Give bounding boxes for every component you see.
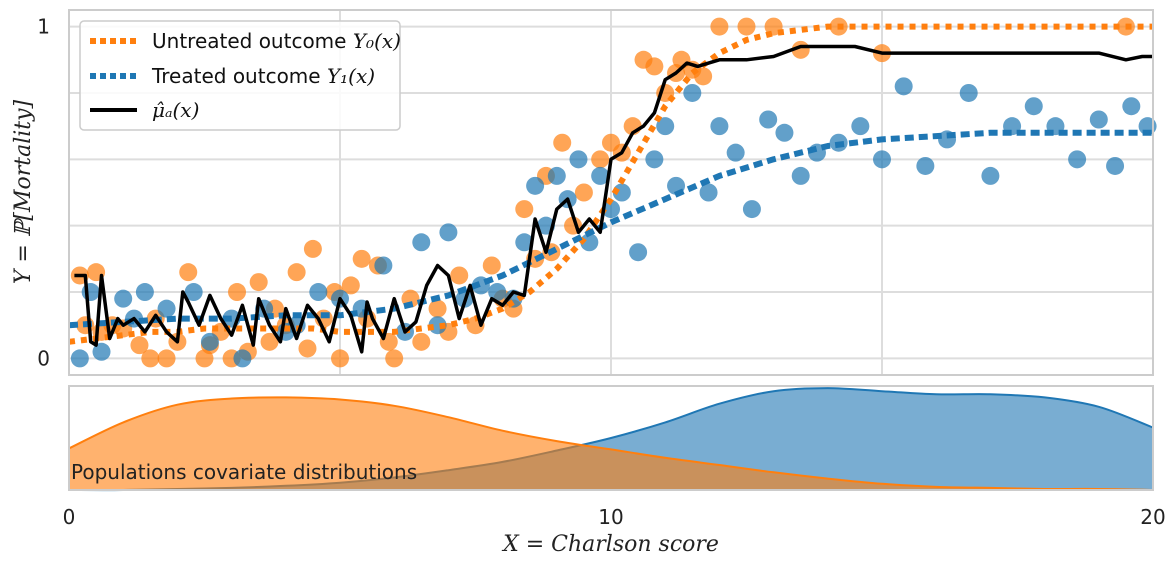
bottom-panel-frame xyxy=(68,385,1154,491)
treated-point xyxy=(873,150,891,169)
untreated-point xyxy=(130,336,149,355)
untreated-point xyxy=(450,266,469,285)
x-tick-label: 10 xyxy=(598,505,623,529)
untreated-point xyxy=(385,349,404,368)
untreated-point xyxy=(591,150,610,169)
untreated-point xyxy=(412,332,431,351)
untreated-point xyxy=(141,349,160,368)
untreated-density-area xyxy=(69,397,1153,490)
treated-point xyxy=(526,176,545,195)
untreated-point xyxy=(574,183,593,202)
treated-point xyxy=(114,289,133,308)
legend-box xyxy=(79,20,401,131)
treated-point xyxy=(1068,150,1087,169)
treated-point xyxy=(759,110,778,129)
untreated-point xyxy=(249,273,268,292)
untreated-point xyxy=(710,17,729,36)
treated-point xyxy=(1024,97,1043,116)
untreated-point xyxy=(645,57,664,76)
treated-point xyxy=(580,233,599,252)
treated-point xyxy=(233,349,252,368)
treated-point xyxy=(699,183,718,202)
legend-label-treated: Treated outcome Y₁(x) xyxy=(151,64,375,88)
treated-density-area xyxy=(69,388,1153,491)
treated-point xyxy=(1089,110,1108,129)
bottom-panel-areas xyxy=(68,387,1154,492)
untreated-point xyxy=(179,263,198,282)
y-tick-label: 1 xyxy=(37,15,50,39)
treated-point xyxy=(184,283,203,302)
treated-point xyxy=(791,166,810,185)
treated-point xyxy=(412,233,431,252)
untreated-point xyxy=(298,339,317,358)
treated-point xyxy=(742,200,761,219)
treated-point xyxy=(488,283,507,302)
top-panel-lines xyxy=(68,23,1153,354)
untreated-point xyxy=(341,276,360,295)
untreated-density-line xyxy=(68,396,1154,491)
treated-point xyxy=(374,256,393,275)
untreated-point xyxy=(428,299,447,318)
treated-point xyxy=(547,166,566,185)
treated-point xyxy=(981,166,1000,185)
treated-point xyxy=(894,77,913,96)
untreated-point xyxy=(482,256,501,275)
treated-point xyxy=(656,117,675,136)
x-ticks: 0 10 20 xyxy=(63,505,1166,529)
treated-point xyxy=(309,283,328,302)
treated-point xyxy=(726,143,745,162)
treated-point xyxy=(629,243,648,262)
untreated-point xyxy=(228,283,247,302)
estimate-line xyxy=(74,44,1153,354)
untreated-point xyxy=(352,249,371,268)
treated-outcome-line xyxy=(68,129,1153,329)
treated-point xyxy=(710,117,729,136)
population-label: Populations covariate distributions xyxy=(71,460,417,484)
treated-point xyxy=(602,200,620,219)
treated-point xyxy=(1106,156,1125,175)
untreated-point xyxy=(737,17,756,36)
treated-point xyxy=(645,150,664,169)
legend-label-untreated: Untreated outcome Y₀(x) xyxy=(152,29,401,53)
x-axis-label: X = Charlson score xyxy=(501,532,719,557)
treated-point xyxy=(683,83,702,102)
legend: Untreated outcome Y₀(x) Treated outcome … xyxy=(79,20,401,131)
treated-point xyxy=(157,299,176,318)
y-tick-label: 0 xyxy=(37,346,50,370)
treated-point xyxy=(439,223,458,242)
untreated-point xyxy=(260,332,279,351)
treated-point xyxy=(70,349,89,368)
untreated-point xyxy=(515,200,534,219)
treated-point xyxy=(591,166,610,185)
x-tick-label: 0 xyxy=(63,505,76,529)
y-ticks: 01 xyxy=(37,15,50,371)
treated-point xyxy=(612,183,631,202)
x-tick-label: 20 xyxy=(1140,505,1165,529)
legend-label-estimate: μ̂ₐ(x) xyxy=(152,98,199,122)
treated-point xyxy=(1122,97,1141,116)
treated-point xyxy=(135,283,154,302)
treated-point xyxy=(959,83,978,102)
untreated-point xyxy=(287,263,306,282)
untreated-point xyxy=(303,239,322,258)
untreated-point xyxy=(331,349,349,368)
treated-point xyxy=(515,233,534,252)
treated-point xyxy=(200,332,219,351)
treated-point xyxy=(851,117,870,136)
treated-point xyxy=(775,123,794,142)
treated-point xyxy=(916,156,935,175)
treated-point xyxy=(569,150,588,169)
untreated-point xyxy=(553,133,572,152)
y-axis-label: Y = ℙ[Mortality] xyxy=(11,99,36,284)
top-panel-frame xyxy=(68,9,1154,376)
untreated-point xyxy=(157,349,176,368)
treated-point xyxy=(92,342,111,361)
